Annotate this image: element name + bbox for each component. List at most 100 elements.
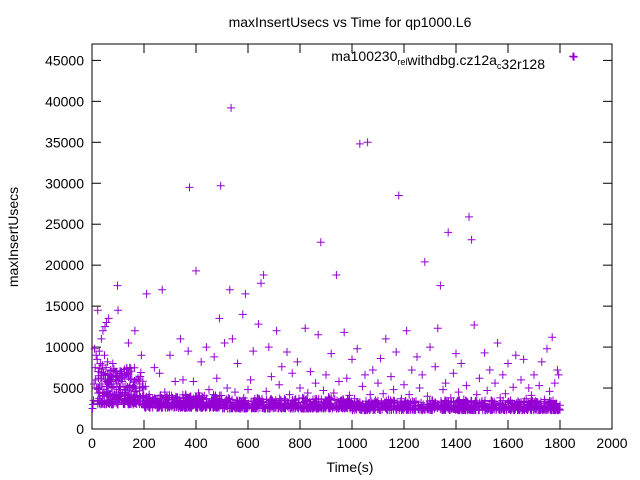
legend: ma100230relwithdbg.cz12ac32r128 bbox=[331, 48, 578, 72]
data-point bbox=[91, 363, 100, 372]
data-point bbox=[345, 398, 354, 407]
data-point bbox=[301, 324, 310, 333]
data-point bbox=[397, 405, 406, 414]
data-point bbox=[92, 351, 101, 360]
y-tick-label: 10000 bbox=[45, 339, 84, 355]
data-point bbox=[480, 348, 489, 357]
data-point bbox=[279, 403, 288, 412]
data-point bbox=[502, 404, 511, 413]
data-point bbox=[103, 357, 112, 366]
data-point bbox=[94, 383, 103, 392]
data-point bbox=[197, 357, 206, 366]
data-point bbox=[93, 355, 102, 364]
data-point bbox=[366, 390, 375, 399]
data-point bbox=[156, 391, 165, 400]
data-point bbox=[467, 235, 476, 244]
data-point bbox=[176, 403, 185, 412]
data-point bbox=[93, 306, 102, 315]
data-point bbox=[277, 362, 286, 371]
data-point bbox=[244, 385, 252, 394]
data-point bbox=[399, 400, 408, 409]
data-point bbox=[265, 404, 274, 413]
y-tick-label: 25000 bbox=[45, 216, 84, 232]
x-tick-label: 1600 bbox=[492, 435, 523, 451]
data-point bbox=[89, 400, 98, 409]
data-point bbox=[361, 370, 369, 379]
data-point bbox=[94, 374, 103, 383]
data-point bbox=[135, 400, 144, 409]
data-point bbox=[363, 138, 372, 147]
data-point bbox=[394, 191, 403, 200]
data-point bbox=[102, 363, 111, 372]
legend-series-label: ma100230relwithdbg.cz12ac32r128 bbox=[331, 48, 545, 72]
data-point bbox=[210, 352, 219, 361]
data-point bbox=[161, 400, 170, 409]
data-point bbox=[358, 400, 367, 409]
x-tick-label: 1400 bbox=[440, 435, 471, 451]
data-point bbox=[139, 384, 148, 393]
data-point bbox=[337, 396, 346, 405]
data-point bbox=[150, 363, 159, 372]
data-point bbox=[448, 404, 457, 413]
data-point bbox=[386, 396, 395, 405]
x-tick-label: 600 bbox=[236, 435, 260, 451]
data-point bbox=[368, 366, 377, 375]
y-tick-label: 20000 bbox=[45, 257, 84, 273]
data-point bbox=[286, 401, 295, 410]
data-point bbox=[257, 279, 265, 288]
data-point bbox=[517, 375, 525, 384]
data-point bbox=[462, 381, 471, 390]
data-point bbox=[122, 364, 131, 373]
data-point bbox=[192, 266, 200, 275]
data-point bbox=[504, 397, 513, 406]
data-point bbox=[415, 384, 424, 393]
data-point bbox=[186, 392, 195, 401]
data-point bbox=[306, 367, 315, 376]
data-point bbox=[436, 281, 445, 290]
data-point bbox=[430, 401, 439, 410]
data-point bbox=[527, 396, 536, 405]
data-point bbox=[398, 404, 407, 413]
data-point bbox=[327, 349, 336, 358]
data-point bbox=[228, 334, 237, 343]
data-point bbox=[303, 388, 312, 397]
x-tick-label: 2000 bbox=[596, 435, 627, 451]
data-point bbox=[449, 369, 458, 378]
data-point bbox=[455, 398, 464, 407]
data-point bbox=[475, 374, 484, 383]
data-point bbox=[418, 406, 427, 415]
data-point bbox=[466, 405, 475, 414]
data-point bbox=[319, 386, 328, 395]
data-point bbox=[540, 404, 549, 413]
data-point bbox=[431, 362, 440, 371]
data-point bbox=[392, 348, 401, 356]
data-point bbox=[215, 395, 224, 404]
data-point bbox=[103, 369, 112, 378]
data-point bbox=[498, 370, 507, 379]
data-point bbox=[447, 398, 456, 407]
data-point bbox=[267, 372, 276, 381]
data-point bbox=[500, 405, 509, 414]
data-point bbox=[154, 398, 163, 407]
data-point bbox=[283, 348, 291, 356]
data-point bbox=[205, 385, 213, 394]
data-point bbox=[130, 395, 139, 404]
data-point bbox=[112, 392, 121, 401]
data-point bbox=[275, 380, 284, 389]
data-point bbox=[258, 404, 267, 413]
data-point bbox=[95, 382, 104, 391]
data-point bbox=[236, 403, 245, 412]
data-point bbox=[504, 359, 512, 368]
data-point bbox=[120, 388, 129, 397]
data-point bbox=[117, 368, 126, 377]
data-point bbox=[96, 359, 105, 368]
data-point bbox=[176, 334, 185, 343]
data-point bbox=[360, 406, 369, 415]
data-point bbox=[241, 289, 250, 298]
data-point bbox=[353, 344, 362, 353]
data-point bbox=[101, 322, 109, 331]
data-point bbox=[490, 397, 499, 406]
data-point bbox=[316, 238, 325, 247]
data-point bbox=[326, 399, 335, 408]
data-point bbox=[104, 314, 113, 323]
